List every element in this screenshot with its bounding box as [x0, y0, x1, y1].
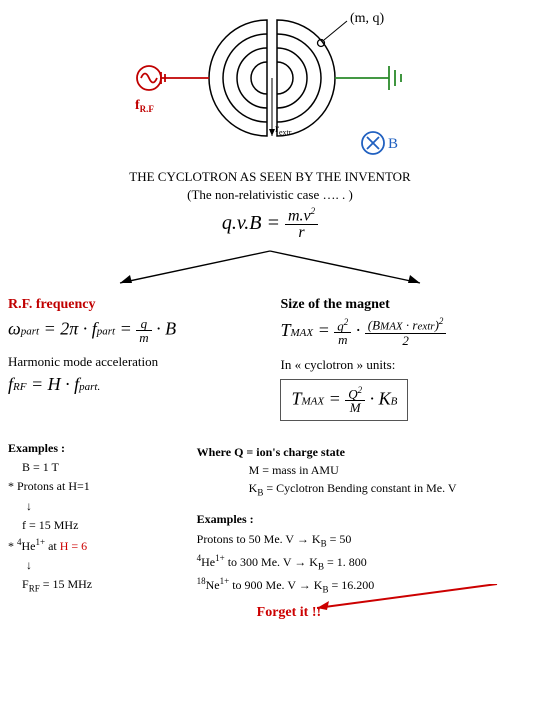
- magnet-size-column: Size of the magnet TMAX = q2 m · (BMAX ·…: [280, 293, 532, 431]
- tmax2-formula: TMAX = Q2 M · KB: [280, 379, 408, 421]
- rf-heading: R.F. frequency: [8, 297, 260, 313]
- cyclotron-diagram: (m, q) rextr fR.F B: [105, 8, 435, 163]
- svg-text:rextr: rextr: [275, 121, 292, 137]
- omega-formula: ωpart = 2π · fpart = q m · B: [8, 317, 260, 344]
- examples-right: Examples : Protons to 50 Me. V → KB = 50…: [197, 510, 532, 625]
- rf-frequency-column: R.F. frequency ωpart = 2π · fpart = q m …: [8, 293, 260, 431]
- where-block: Where Q = ion's charge state M = mass in…: [197, 443, 532, 500]
- units-label: In « cyclotron » units:: [280, 357, 532, 373]
- svg-text:(m, q): (m, q): [350, 11, 385, 26]
- examples-left: Examples : B = 1 T * Protons at H=1 ↓ f …: [8, 439, 176, 596]
- main-equation: q.v.B = m.v2 r: [8, 207, 532, 241]
- frf-formula: fRF = H · fpart.: [8, 374, 260, 395]
- page-subtitle: (The non-relativistic case …. . ): [8, 187, 532, 203]
- svg-text:B: B: [388, 136, 398, 152]
- branch-arrows: [8, 247, 532, 289]
- forget-it-label: Forget it !!: [257, 601, 540, 624]
- size-heading: Size of the magnet: [280, 297, 532, 313]
- harmonic-label: Harmonic mode acceleration: [8, 354, 260, 370]
- page-title: THE CYCLOTRON AS SEEN BY THE INVENTOR: [8, 169, 532, 185]
- tmax-formula: TMAX = q2 m · (BMAX · rextr)2 2: [280, 317, 532, 346]
- svg-text:fR.F: fR.F: [135, 98, 154, 114]
